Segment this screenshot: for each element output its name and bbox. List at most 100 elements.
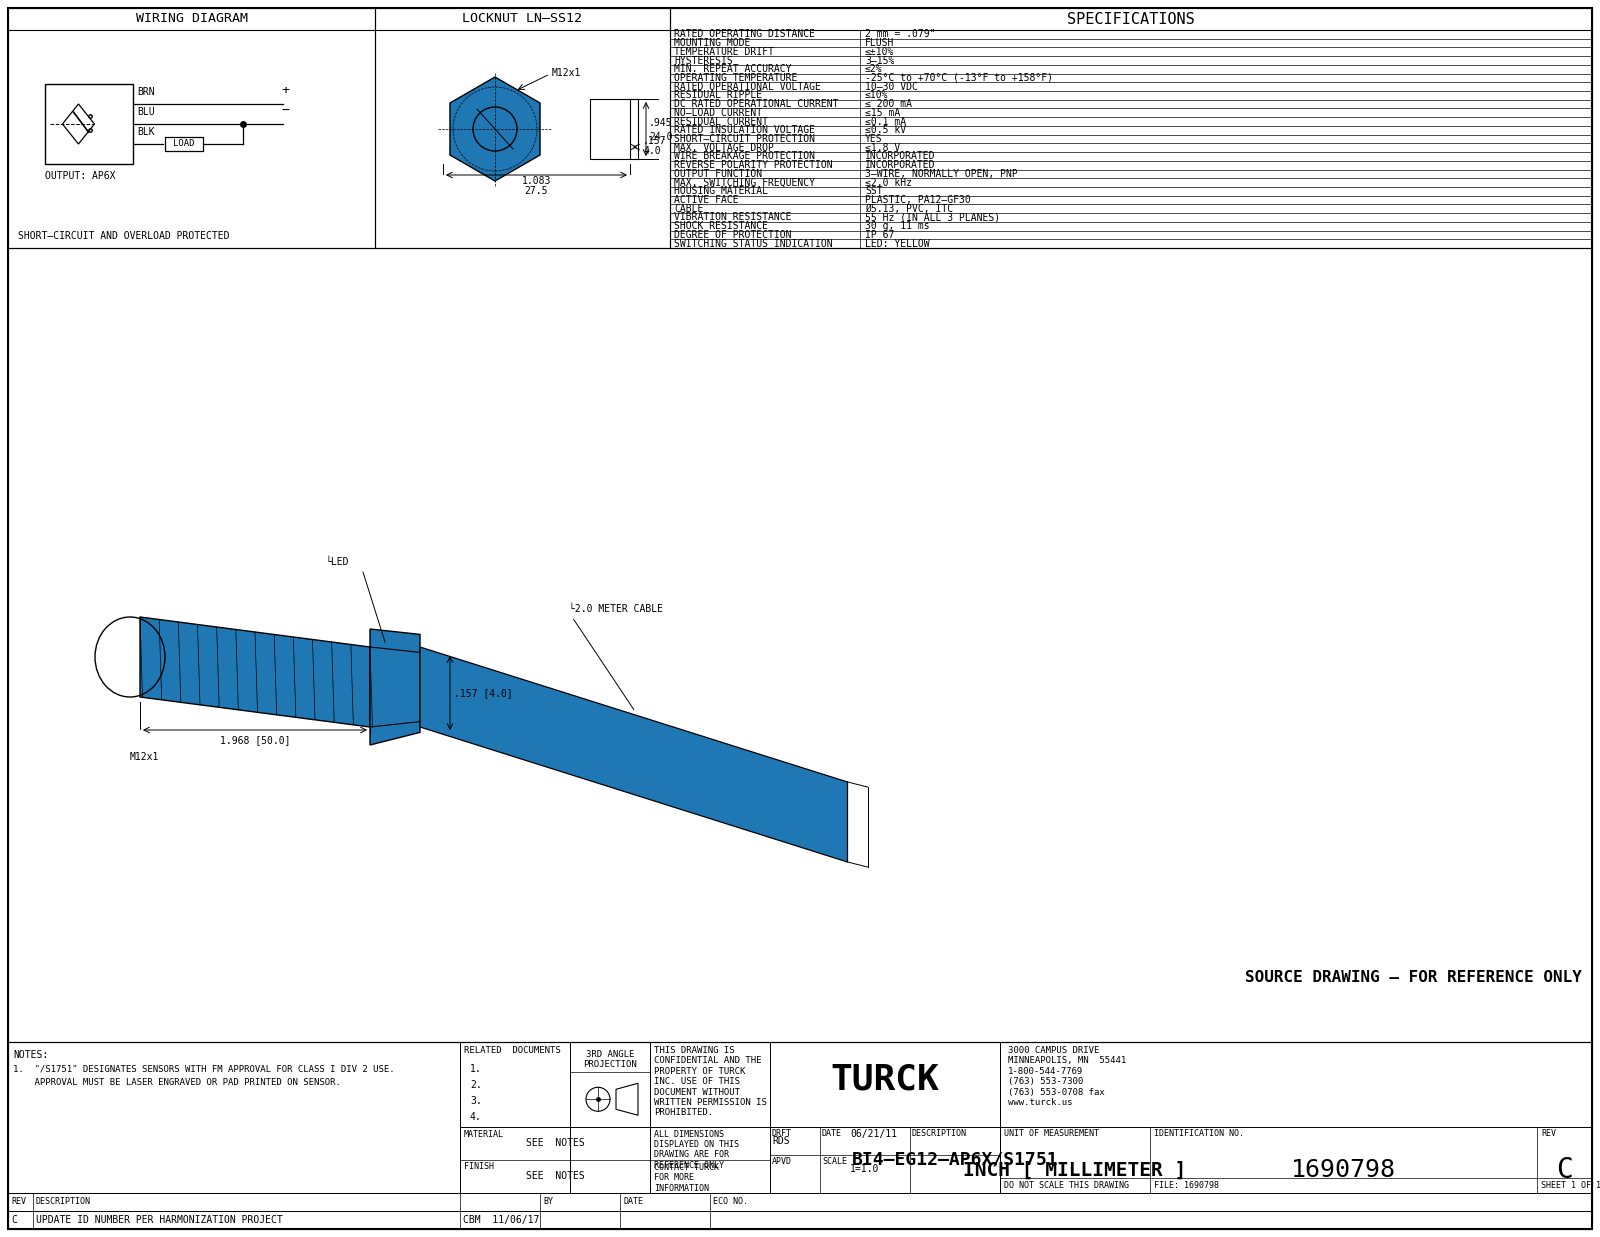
Text: NOTES:: NOTES: xyxy=(13,1050,48,1060)
Bar xyxy=(8,1042,461,1192)
Text: RDS: RDS xyxy=(771,1136,790,1145)
Text: LOCKNUT LN–SS12: LOCKNUT LN–SS12 xyxy=(462,12,582,26)
Text: SOURCE DRAWING – FOR REFERENCE ONLY: SOURCE DRAWING – FOR REFERENCE ONLY xyxy=(1245,970,1582,985)
Text: APVD: APVD xyxy=(771,1157,792,1165)
Bar xyxy=(374,7,670,247)
Text: C: C xyxy=(1557,1155,1573,1184)
Text: 2.: 2. xyxy=(470,1080,482,1090)
Text: DATE: DATE xyxy=(822,1128,842,1138)
Text: DEGREE OF PROTECTION: DEGREE OF PROTECTION xyxy=(674,230,792,240)
Bar xyxy=(670,7,1592,247)
Text: RESIDUAL CURRENT: RESIDUAL CURRENT xyxy=(674,116,768,126)
Text: OUTPUT FUNCTION: OUTPUT FUNCTION xyxy=(674,169,762,179)
Text: LED: YELLOW: LED: YELLOW xyxy=(866,239,930,249)
Text: SST: SST xyxy=(866,187,883,197)
Text: 4.0: 4.0 xyxy=(643,146,661,156)
Text: 1.: 1. xyxy=(470,1064,482,1074)
Text: C: C xyxy=(11,1215,18,1225)
Text: INCORPORATED: INCORPORATED xyxy=(866,151,936,162)
Text: SHEET 1 OF 1: SHEET 1 OF 1 xyxy=(1541,1181,1600,1190)
Text: OPERATING TEMPERATURE: OPERATING TEMPERATURE xyxy=(674,73,797,83)
Bar xyxy=(45,84,133,165)
Text: CONTACT TURCK
FOR MORE
INFORMATION: CONTACT TURCK FOR MORE INFORMATION xyxy=(654,1163,718,1192)
Text: 3–15%: 3–15% xyxy=(866,56,894,66)
Text: DATE: DATE xyxy=(622,1197,643,1206)
Text: Ø5.13, PVC, ITC: Ø5.13, PVC, ITC xyxy=(866,204,954,214)
Text: HYSTERESIS: HYSTERESIS xyxy=(674,56,733,66)
Text: TEMPERATURE DRIFT: TEMPERATURE DRIFT xyxy=(674,47,774,57)
Text: HOUSING MATERIAL: HOUSING MATERIAL xyxy=(674,187,768,197)
Text: SHORT–CIRCUIT PROTECTION: SHORT–CIRCUIT PROTECTION xyxy=(674,134,814,143)
Text: BLK: BLK xyxy=(138,127,155,137)
Text: BRN: BRN xyxy=(138,87,155,96)
Text: .945: .945 xyxy=(650,118,672,127)
Text: IDENTIFICATION NO.: IDENTIFICATION NO. xyxy=(1154,1128,1245,1138)
Text: REVERSE POLARITY PROTECTION: REVERSE POLARITY PROTECTION xyxy=(674,160,832,171)
Text: TURCK: TURCK xyxy=(830,1063,939,1096)
Bar xyxy=(8,7,374,247)
Text: 55 Hz (IN ALL 3 PLANES): 55 Hz (IN ALL 3 PLANES) xyxy=(866,213,1000,223)
Text: RESIDUAL RIPPLE: RESIDUAL RIPPLE xyxy=(674,90,762,100)
Text: CABLE: CABLE xyxy=(674,204,704,214)
Text: .157: .157 xyxy=(643,136,667,146)
Text: SHORT–CIRCUIT AND OVERLOAD PROTECTED: SHORT–CIRCUIT AND OVERLOAD PROTECTED xyxy=(18,231,229,241)
Text: 4.: 4. xyxy=(470,1112,482,1122)
Bar xyxy=(8,1042,1592,1230)
Text: ≤2%: ≤2% xyxy=(866,64,883,74)
Text: SEE  NOTES: SEE NOTES xyxy=(526,1171,584,1181)
Text: ECO NO.: ECO NO. xyxy=(714,1197,749,1206)
Bar xyxy=(8,247,1592,1042)
Text: 1=1.0: 1=1.0 xyxy=(850,1164,880,1174)
Text: -25°C to +70°C (-13°F to +158°F): -25°C to +70°C (-13°F to +158°F) xyxy=(866,73,1053,83)
Text: DO NOT SCALE THIS DRAWING: DO NOT SCALE THIS DRAWING xyxy=(1005,1181,1130,1190)
Text: THIS DRAWING IS
CONFIDENTIAL AND THE
PROPERTY OF TURCK
INC. USE OF THIS
DOCUMENT: THIS DRAWING IS CONFIDENTIAL AND THE PRO… xyxy=(654,1047,766,1117)
Text: └2.0 METER CABLE: └2.0 METER CABLE xyxy=(568,605,662,615)
Text: 27.5: 27.5 xyxy=(525,186,549,195)
Text: 30 g, 11 ms: 30 g, 11 ms xyxy=(866,221,930,231)
Text: RATED OPERATIONAL VOLTAGE: RATED OPERATIONAL VOLTAGE xyxy=(674,82,821,92)
Text: PROJECTION: PROJECTION xyxy=(582,1060,637,1069)
Text: BLU: BLU xyxy=(138,106,155,118)
Text: MIN. REPEAT ACCURACY: MIN. REPEAT ACCURACY xyxy=(674,64,792,74)
Text: SEE  NOTES: SEE NOTES xyxy=(526,1138,584,1148)
Text: −: − xyxy=(282,104,290,118)
Text: RATED OPERATING DISTANCE: RATED OPERATING DISTANCE xyxy=(674,30,814,40)
Text: ≤ 200 mA: ≤ 200 mA xyxy=(866,99,912,109)
Text: INCH [ MILLIMETER ]: INCH [ MILLIMETER ] xyxy=(963,1160,1187,1179)
Text: CBM  11/06/17: CBM 11/06/17 xyxy=(462,1215,539,1225)
Text: SWITCHING STATUS INDICATION: SWITCHING STATUS INDICATION xyxy=(674,239,832,249)
Text: DESCRIPTION: DESCRIPTION xyxy=(35,1197,91,1206)
Text: 24.0: 24.0 xyxy=(650,132,672,142)
Text: BY: BY xyxy=(542,1197,554,1206)
Text: IP 67: IP 67 xyxy=(866,230,894,240)
Text: UNIT OF MEASUREMENT: UNIT OF MEASUREMENT xyxy=(1005,1128,1099,1138)
Text: DRFT: DRFT xyxy=(771,1128,792,1138)
Text: 1.083: 1.083 xyxy=(522,176,550,186)
Text: ALL DIMENSIONS
DISPLAYED ON THIS
DRAWING ARE FOR
REFERENCE ONLY: ALL DIMENSIONS DISPLAYED ON THIS DRAWING… xyxy=(654,1129,739,1170)
Text: SCALE: SCALE xyxy=(822,1157,846,1165)
Text: DESCRIPTION: DESCRIPTION xyxy=(912,1128,966,1138)
Text: ≤2.0 kHz: ≤2.0 kHz xyxy=(866,178,912,188)
Polygon shape xyxy=(141,617,370,727)
Text: 3.: 3. xyxy=(470,1096,482,1106)
Text: ≤15 mA: ≤15 mA xyxy=(866,108,901,118)
Text: ≤0.5 kV: ≤0.5 kV xyxy=(866,125,906,135)
Text: RELATED  DOCUMENTS: RELATED DOCUMENTS xyxy=(464,1047,560,1055)
Text: 3–WIRE, NORMALLY OPEN, PNP: 3–WIRE, NORMALLY OPEN, PNP xyxy=(866,169,1018,179)
Text: BI4–EG12–AP6X/S1751: BI4–EG12–AP6X/S1751 xyxy=(851,1150,1058,1169)
Text: 3RD ANGLE: 3RD ANGLE xyxy=(586,1050,634,1059)
Text: 1.  "/S1751" DESIGNATES SENSORS WITH FM APPROVAL FOR CLASS I DIV 2 USE.: 1. "/S1751" DESIGNATES SENSORS WITH FM A… xyxy=(13,1065,395,1074)
Text: └LED: └LED xyxy=(325,557,349,567)
Text: MATERIAL: MATERIAL xyxy=(464,1129,504,1138)
Text: MAX. VOLTAGE DROP: MAX. VOLTAGE DROP xyxy=(674,142,774,152)
Text: YES: YES xyxy=(866,134,883,143)
Text: OUTPUT: AP6X: OUTPUT: AP6X xyxy=(45,171,115,181)
Text: 10–30 VDC: 10–30 VDC xyxy=(866,82,918,92)
Text: DC RATED OPERATIONAL CURRENT: DC RATED OPERATIONAL CURRENT xyxy=(674,99,838,109)
Text: WIRE BREAKAGE PROTECTION: WIRE BREAKAGE PROTECTION xyxy=(674,151,814,162)
Text: ≤10%: ≤10% xyxy=(866,90,888,100)
Text: ≤1.8 V: ≤1.8 V xyxy=(866,142,901,152)
Text: +: + xyxy=(282,84,290,96)
Text: 06/21/11: 06/21/11 xyxy=(850,1128,898,1138)
Text: 2 mm = .079": 2 mm = .079" xyxy=(866,30,936,40)
